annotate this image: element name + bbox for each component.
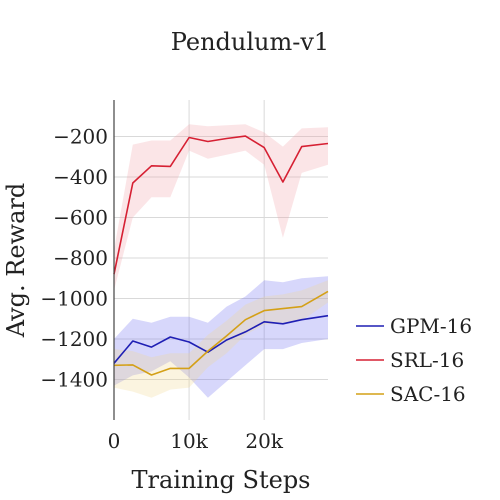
legend-item-gpm-16: GPM-16 xyxy=(356,314,472,338)
x-tick-label: 20k xyxy=(245,429,283,453)
line-srl-16 xyxy=(113,135,329,275)
line-gpm-16 xyxy=(113,314,329,364)
band-gpm-16 xyxy=(114,276,328,398)
legend-label: GPM-16 xyxy=(390,314,472,338)
y-axis-label: Avg. Reward xyxy=(2,183,30,339)
x-axis-label: Training Steps xyxy=(131,466,310,494)
line-sac-16 xyxy=(113,290,329,376)
legend-label: SRL-16 xyxy=(390,348,464,372)
y-tick-label: −1200 xyxy=(40,327,108,351)
x-tick-label: 10k xyxy=(170,429,208,453)
legend: GPM-16 SRL-16 SAC-16 xyxy=(356,314,472,406)
y-tick-label: −200 xyxy=(53,124,108,148)
y-tick-label: −400 xyxy=(53,165,108,189)
y-tick-label: −1000 xyxy=(40,286,108,310)
chart-title: Pendulum-v1 xyxy=(171,28,329,56)
legend-item-sac-16: SAC-16 xyxy=(356,382,466,406)
legend-label: SAC-16 xyxy=(390,382,466,406)
grid xyxy=(113,100,328,420)
series-lines xyxy=(113,135,329,376)
legend-item-srl-16: SRL-16 xyxy=(356,348,464,372)
x-tick-label: 0 xyxy=(108,429,121,453)
tick-labels: −1400 −1200 −1000 −800 −600 −400 −200 0 10k 20k xyxy=(40,124,283,453)
y-tick-label: −600 xyxy=(53,205,108,229)
confidence-bands xyxy=(114,124,328,398)
y-tick-label: −800 xyxy=(53,246,108,270)
y-tick-label: −1400 xyxy=(40,367,108,391)
band-srl-16 xyxy=(114,124,328,291)
